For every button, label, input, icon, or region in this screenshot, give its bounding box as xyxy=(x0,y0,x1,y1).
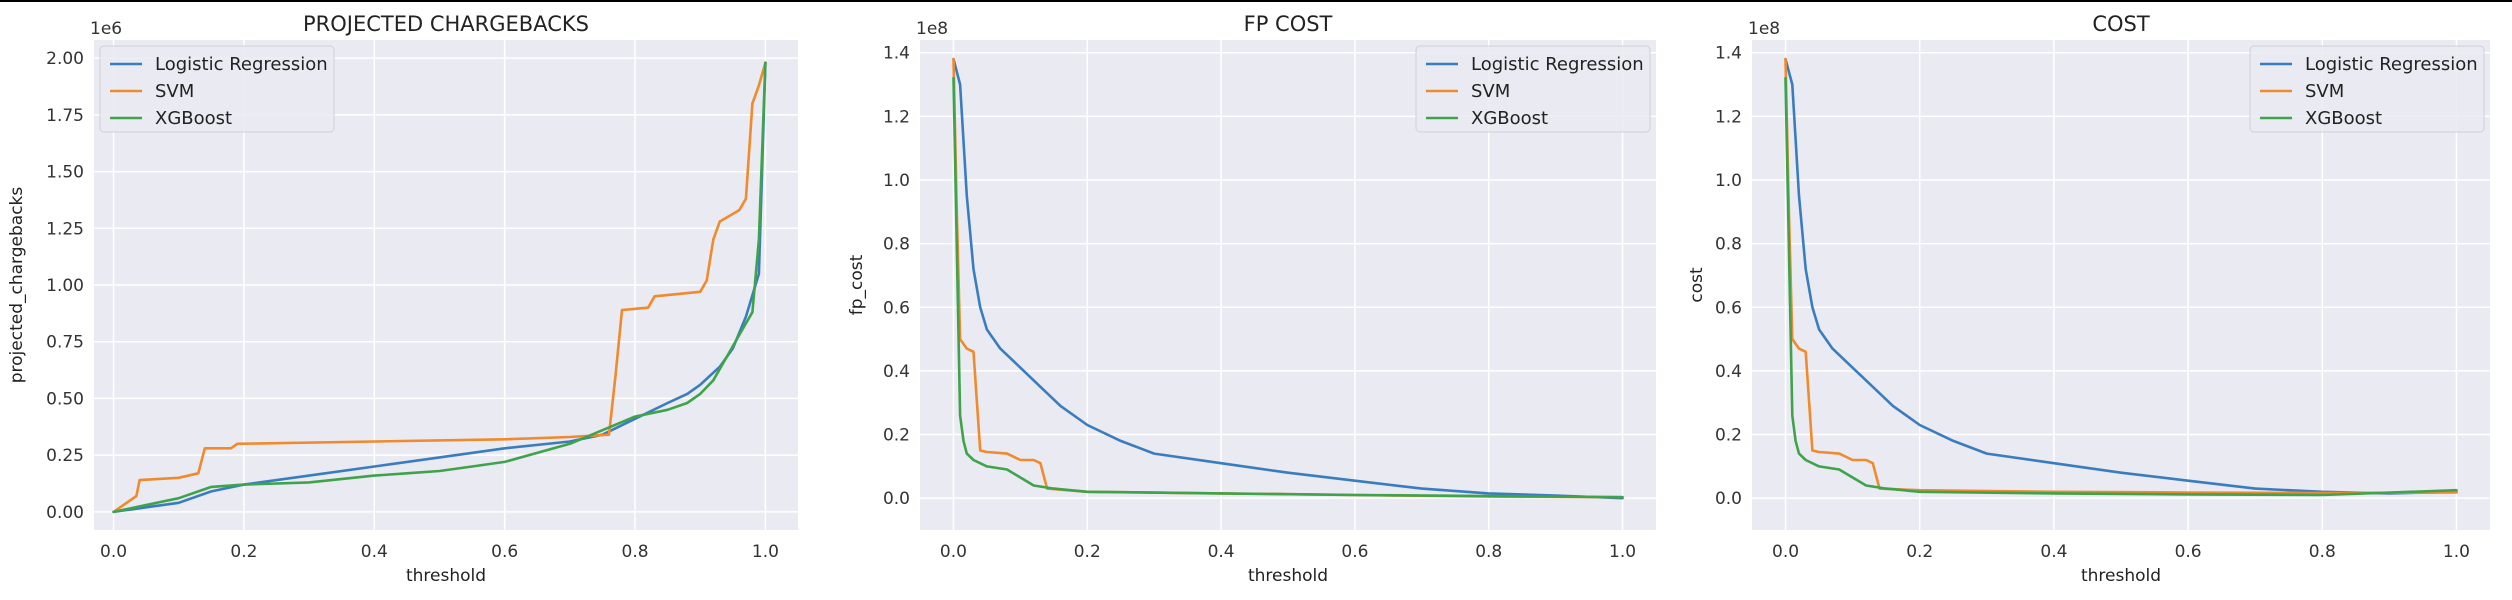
x-tick-label: 1.0 xyxy=(1609,542,1636,562)
legend-entry-xgboost: XGBoost xyxy=(155,108,232,129)
y-tick-label: 0.00 xyxy=(46,503,84,523)
x-axis-label: threshold xyxy=(406,566,486,586)
legend-entry-logistic-regression: Logistic Regression xyxy=(2305,54,2478,75)
x-tick-label: 1.0 xyxy=(2443,542,2470,562)
legend: Logistic Regression SVM XGBoost xyxy=(99,45,335,133)
x-tick-label: 0.4 xyxy=(1208,542,1235,562)
y-tick-label: 1.0 xyxy=(1715,171,1742,191)
chart-fp-cost: 0.0 0.2 0.4 0.6 0.8 1.0 0.0 0.2 0.4 0.6 0.8 1.0 1.2 1… xyxy=(847,12,1656,586)
y-axis-label: fp_cost xyxy=(847,254,867,315)
legend-box xyxy=(99,45,335,133)
y-tick-label: 0.6 xyxy=(1715,298,1742,318)
y-tick-label: 2.00 xyxy=(46,49,84,69)
y-tick-label: 0.2 xyxy=(1715,426,1742,446)
top-border xyxy=(0,0,2512,2)
x-tick-label: 0.6 xyxy=(2175,542,2202,562)
legend: Logistic Regression SVM XGBoost xyxy=(1415,45,1651,133)
y-tick-label: 0.75 xyxy=(46,333,84,353)
y-tick-label: 1.25 xyxy=(46,219,84,239)
y-tick-label: 0.0 xyxy=(1715,489,1742,509)
series-lines xyxy=(1784,57,2458,497)
legend-entry-svm: SVM xyxy=(1471,81,1510,102)
x-axis-label: threshold xyxy=(2081,566,2161,586)
y-offset-text: 1e8 xyxy=(916,19,948,39)
x-tick-label: 0.6 xyxy=(491,542,518,562)
x-tick-label: 0.4 xyxy=(2040,542,2067,562)
x-tick-label: 0.8 xyxy=(622,542,649,562)
legend-box xyxy=(1415,45,1651,133)
x-tick-label: 0.2 xyxy=(230,542,257,562)
x-axis-label: threshold xyxy=(1248,566,1328,586)
legend-entry-logistic-regression: Logistic Regression xyxy=(1471,54,1644,75)
legend-entry-svm: SVM xyxy=(2305,81,2344,102)
y-tick-label: 1.4 xyxy=(1715,44,1742,64)
y-tick-label: 0.4 xyxy=(1715,362,1742,382)
series-lines xyxy=(112,61,767,514)
x-tick-label: 0.6 xyxy=(1341,542,1368,562)
series-line-xgboost xyxy=(1784,76,2458,497)
y-tick-label: 0.0 xyxy=(883,489,910,509)
y-tick-label: 0.4 xyxy=(883,362,910,382)
y-tick-label: 1.75 xyxy=(46,106,84,126)
chart-title: PROJECTED CHARGEBACKS xyxy=(303,12,589,36)
y-tick-label: 0.2 xyxy=(883,426,910,446)
series-line-svm xyxy=(1784,57,2458,495)
y-tick-label: 1.50 xyxy=(46,163,84,183)
series-line-xgboost xyxy=(112,61,767,514)
chart-title: COST xyxy=(2092,12,2150,36)
y-tick-label: 1.2 xyxy=(1715,107,1742,127)
x-tick-label: 0.2 xyxy=(1074,542,1101,562)
x-tick-label: 0.4 xyxy=(361,542,388,562)
legend-entry-logistic-regression: Logistic Regression xyxy=(155,54,328,75)
y-tick-label: 0.8 xyxy=(1715,235,1742,255)
legend-entry-xgboost: XGBoost xyxy=(1471,108,1548,129)
x-tick-label: 0.8 xyxy=(2309,542,2336,562)
series-line-xgboost xyxy=(952,76,1624,499)
y-axis-label: cost xyxy=(1687,267,1707,303)
chart-title: FP COST xyxy=(1244,12,1333,36)
y-axis-label: projected_chargebacks xyxy=(7,187,27,384)
legend: Logistic Regression SVM XGBoost xyxy=(2249,45,2485,133)
x-tick-label: 0.0 xyxy=(940,542,967,562)
x-tick-label: 0.0 xyxy=(1772,542,1799,562)
chart-cost: 0.0 0.2 0.4 0.6 0.8 1.0 0.0 0.2 0.4 0.6 0.8 1.0 1.2 1… xyxy=(1687,12,2490,586)
y-offset-text: 1e6 xyxy=(90,19,122,39)
series-line-svm xyxy=(112,61,767,514)
series-lines xyxy=(952,57,1624,500)
y-tick-label: 1.00 xyxy=(46,276,84,296)
y-tick-label: 0.50 xyxy=(46,389,84,409)
chart-projected-chargebacks: 0.0 0.2 0.4 0.6 0.8 1.0 0.00 0.25 0.50 0.75 1.00 1.… xyxy=(7,12,798,586)
series-line-logistic-regression xyxy=(952,57,1624,500)
y-tick-label: 1.2 xyxy=(883,107,910,127)
legend-box xyxy=(2249,45,2485,133)
x-tick-label: 0.8 xyxy=(1475,542,1502,562)
y-tick-label: 0.8 xyxy=(883,235,910,255)
y-tick-label: 1.0 xyxy=(883,171,910,191)
x-tick-label: 0.2 xyxy=(1906,542,1933,562)
series-line-logistic-regression xyxy=(1784,57,2458,495)
x-tick-label: 1.0 xyxy=(752,542,779,562)
y-tick-label: 1.4 xyxy=(883,44,910,64)
legend-entry-svm: SVM xyxy=(155,81,194,102)
y-tick-label: 0.25 xyxy=(46,446,84,466)
y-offset-text: 1e8 xyxy=(1748,19,1780,39)
y-tick-label: 0.6 xyxy=(883,298,910,318)
x-tick-label: 0.0 xyxy=(100,542,127,562)
legend-entry-xgboost: XGBoost xyxy=(2305,108,2382,129)
